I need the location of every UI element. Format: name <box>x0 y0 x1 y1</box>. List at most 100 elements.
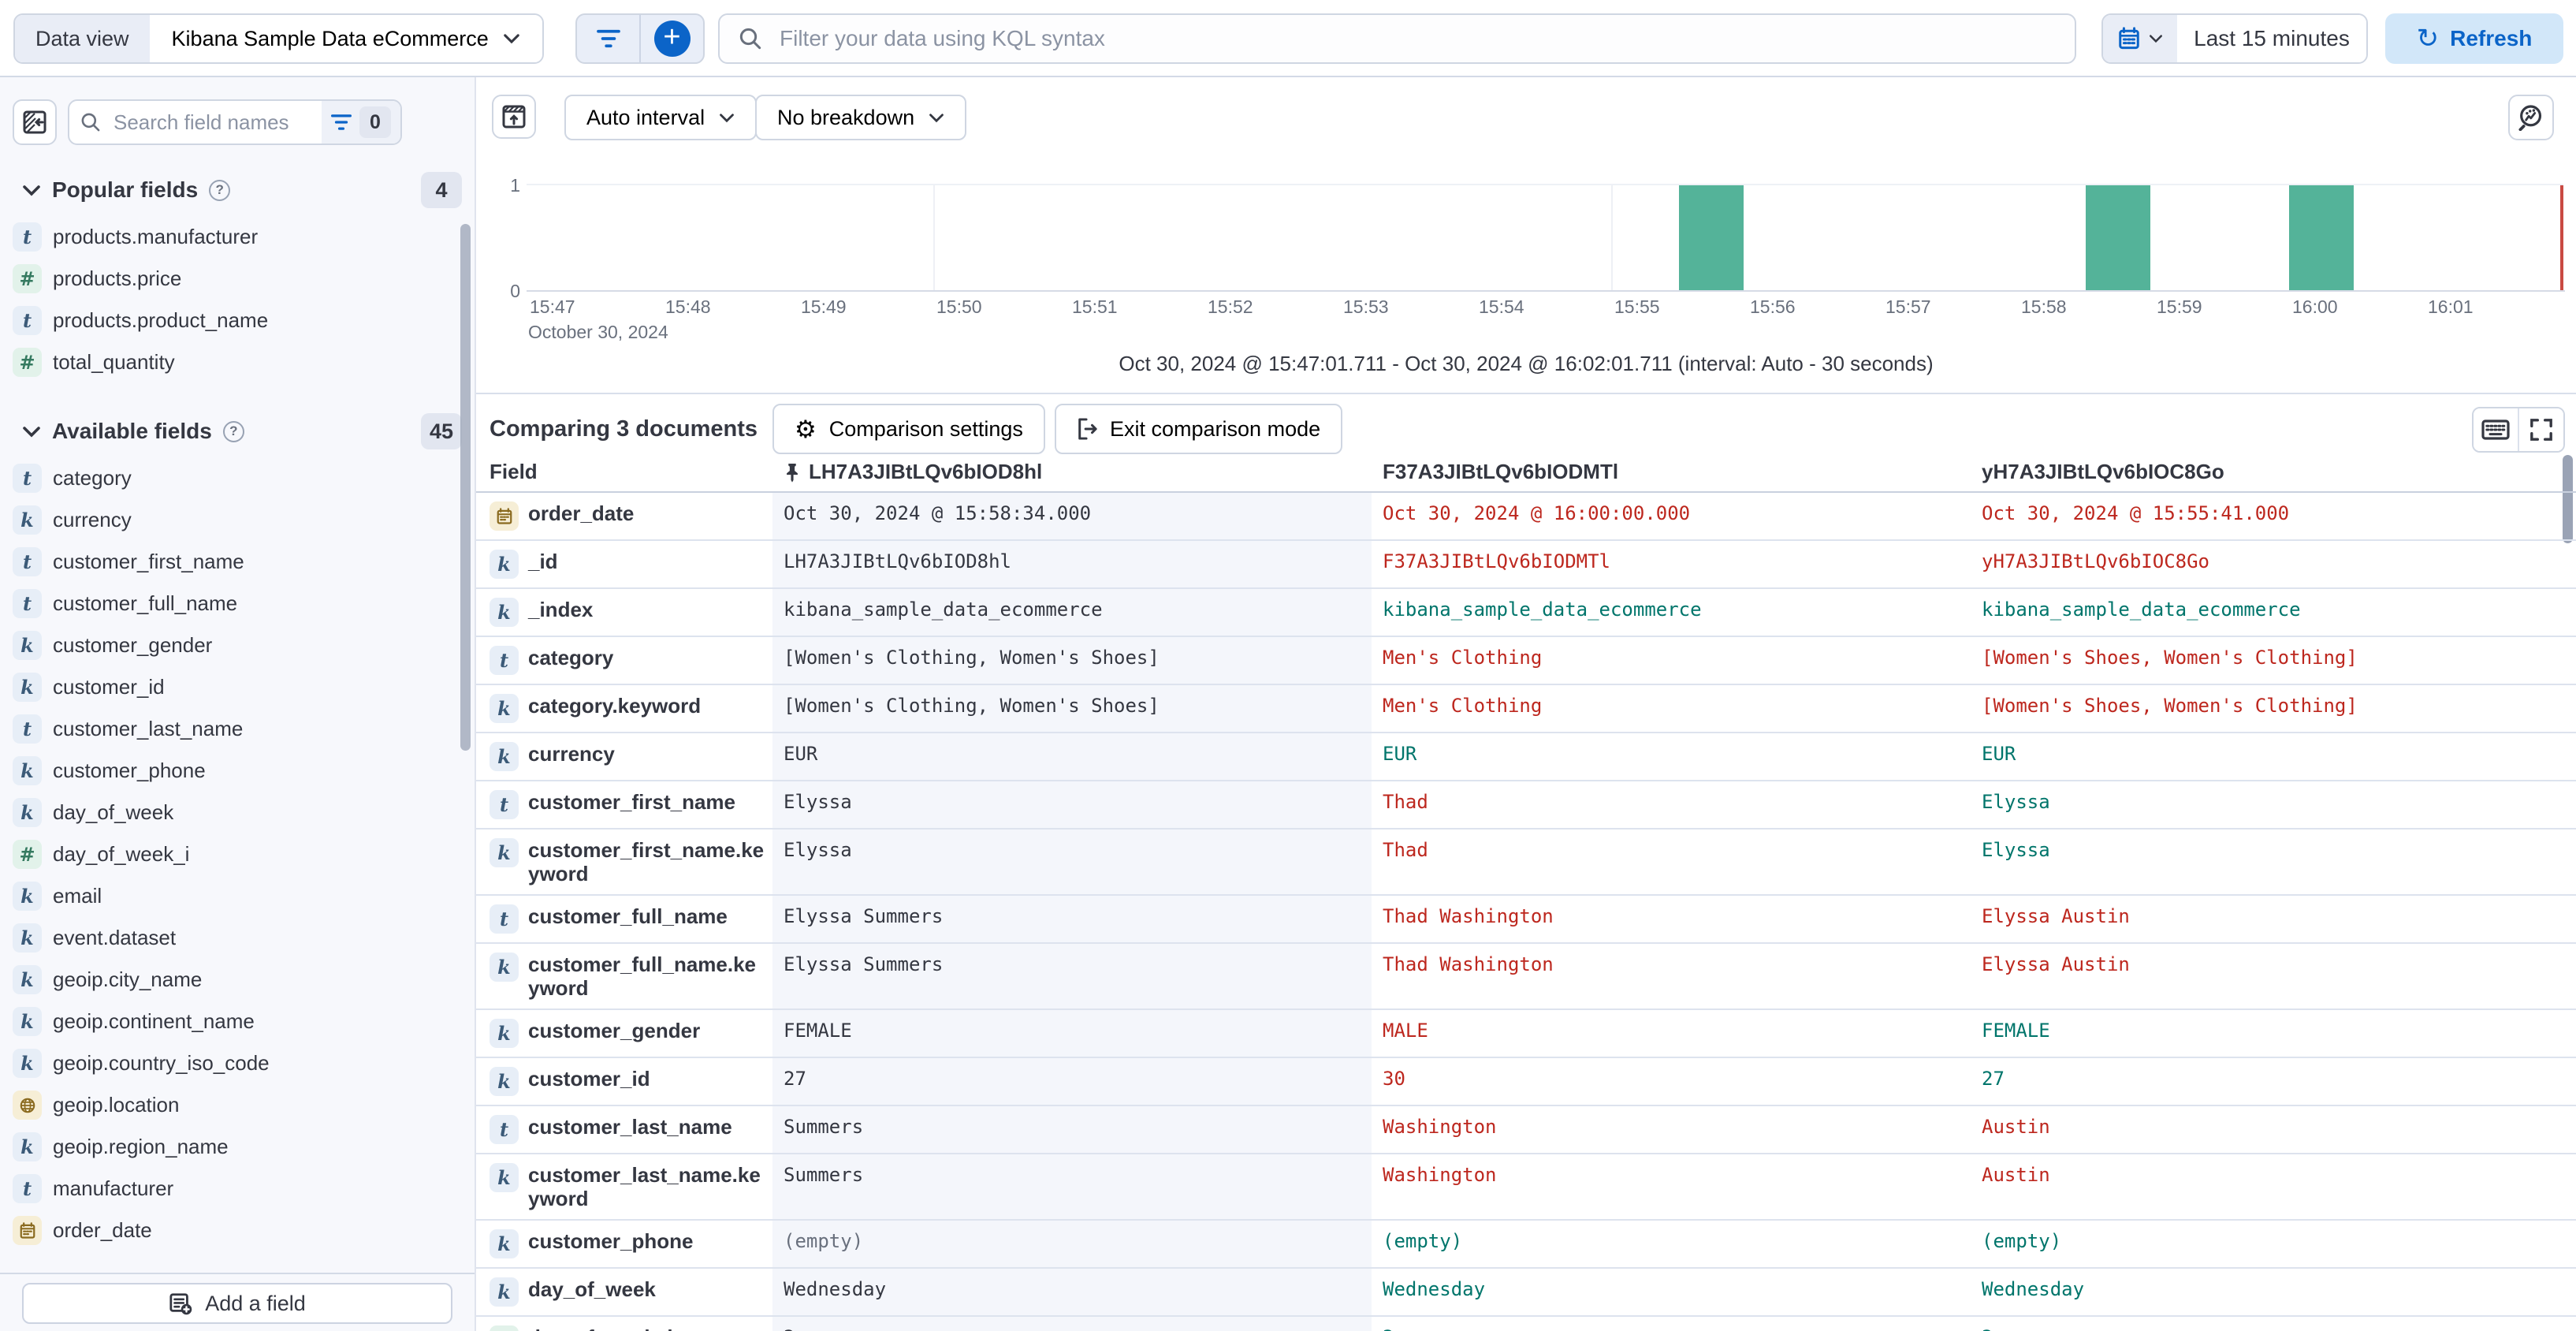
value-cell[interactable]: Summers <box>772 1154 1372 1195</box>
sidebar-field-item[interactable]: t customer_first_name <box>0 541 475 583</box>
sidebar-field-item[interactable]: t manufacturer <box>0 1168 475 1210</box>
sidebar-field-item[interactable]: t products.manufacturer <box>0 216 475 258</box>
value-cell[interactable]: Washington <box>1372 1106 1971 1147</box>
field-cell[interactable]: k customer_last_name.keyword <box>476 1154 772 1219</box>
value-cell[interactable]: kibana_sample_data_ecommerce <box>1971 589 2576 630</box>
sidebar-field-item[interactable]: k geoip.continent_name <box>0 1001 475 1042</box>
sidebar-field-item[interactable]: k event.dataset <box>0 917 475 959</box>
value-cell[interactable]: Elyssa Summers <box>772 896 1372 937</box>
value-cell[interactable]: kibana_sample_data_ecommerce <box>1372 589 1971 630</box>
sidebar-field-item[interactable]: k currency <box>0 499 475 541</box>
value-cell[interactable]: F37A3JIBtLQv6bIODMTl <box>1372 541 1971 582</box>
value-cell[interactable]: Elyssa Summers <box>772 944 1372 985</box>
value-cell[interactable]: Elyssa Austin <box>1971 896 2576 937</box>
value-cell[interactable]: [Women's Clothing, Women's Shoes] <box>772 637 1372 678</box>
sidebar-field-item[interactable]: k email <box>0 875 475 917</box>
sidebar-field-item[interactable]: # products.price <box>0 258 475 300</box>
value-cell[interactable]: 30 <box>1372 1058 1971 1099</box>
keyboard-shortcuts-button[interactable] <box>2474 408 2518 451</box>
comparison-settings-button[interactable]: ⚙ Comparison settings <box>772 404 1045 454</box>
data-view-picker[interactable]: Kibana Sample Data eCommerce <box>149 15 542 62</box>
doc-column-header[interactable]: F37A3JIBtLQv6bIODMTl <box>1372 460 1971 484</box>
kql-search-bar[interactable] <box>718 13 2076 64</box>
value-cell[interactable]: Wednesday <box>1971 1269 2576 1310</box>
value-cell[interactable]: [Women's Clothing, Women's Shoes] <box>772 685 1372 726</box>
edit-visualization-button[interactable] <box>2508 95 2554 140</box>
value-cell[interactable]: Summers <box>772 1106 1372 1147</box>
sidebar-scrollbar[interactable] <box>460 224 471 751</box>
sidebar-field-item[interactable]: # day_of_week_i <box>0 833 475 875</box>
value-cell[interactable]: Men's Clothing <box>1372 637 1971 678</box>
value-cell[interactable]: Austin <box>1971 1154 2576 1195</box>
value-cell[interactable]: 27 <box>1971 1058 2576 1099</box>
value-cell[interactable]: Austin <box>1971 1106 2576 1147</box>
value-cell[interactable]: Thad <box>1372 830 1971 871</box>
histogram-bar[interactable] <box>2086 185 2150 292</box>
value-cell[interactable]: Washington <box>1372 1154 1971 1195</box>
hide-chart-button[interactable] <box>492 95 536 139</box>
sidebar-field-item[interactable]: t category <box>0 457 475 499</box>
popular-fields-header[interactable]: Popular fields ? 4 <box>0 162 475 216</box>
value-cell[interactable]: FEMALE <box>1971 1010 2576 1051</box>
collapse-sidebar-button[interactable] <box>13 99 57 145</box>
field-cell[interactable]: k customer_full_name.keyword <box>476 944 772 1009</box>
filter-menu-button[interactable] <box>577 15 639 62</box>
value-cell[interactable]: Elyssa Austin <box>1971 944 2576 985</box>
value-cell[interactable]: [Women's Shoes, Women's Clothing] <box>1971 637 2576 678</box>
sidebar-field-item[interactable]: order_date <box>0 1210 475 1251</box>
value-cell[interactable]: Thad <box>1372 781 1971 822</box>
value-cell[interactable]: LH7A3JIBtLQv6bIOD8hl <box>772 541 1372 582</box>
value-cell[interactable]: yH7A3JIBtLQv6bIOC8Go <box>1971 541 2576 582</box>
field-cell[interactable]: k category.keyword <box>476 685 772 732</box>
value-cell[interactable]: [Women's Shoes, Women's Clothing] <box>1971 685 2576 726</box>
value-cell[interactable]: MALE <box>1372 1010 1971 1051</box>
histogram-plot[interactable] <box>527 184 2563 292</box>
value-cell[interactable]: Thad Washington <box>1372 944 1971 985</box>
field-cell[interactable]: k customer_phone <box>476 1221 772 1267</box>
value-cell[interactable]: Elyssa <box>1971 830 2576 871</box>
available-fields-header[interactable]: Available fields ? 45 <box>0 404 475 457</box>
value-cell[interactable]: Elyssa <box>1971 781 2576 822</box>
field-cell[interactable]: k currency <box>476 733 772 780</box>
date-picker-menu-button[interactable] <box>2103 15 2177 62</box>
value-cell[interactable]: (empty) <box>1971 1221 2576 1262</box>
value-cell[interactable]: Oct 30, 2024 @ 15:58:34.000 <box>772 493 1372 534</box>
value-cell[interactable]: Oct 30, 2024 @ 15:55:41.000 <box>1971 493 2576 534</box>
sidebar-field-item[interactable]: t customer_full_name <box>0 583 475 624</box>
table-scrollbar[interactable] <box>2563 455 2573 543</box>
value-cell[interactable]: kibana_sample_data_ecommerce <box>772 589 1372 630</box>
histogram-interval-select[interactable]: Auto interval <box>564 95 758 140</box>
field-cell[interactable]: order_date <box>476 493 772 539</box>
value-cell[interactable]: EUR <box>1971 733 2576 774</box>
value-cell[interactable]: 2 <box>1372 1317 1971 1331</box>
field-cell[interactable]: k customer_gender <box>476 1010 772 1057</box>
field-cell[interactable]: t category <box>476 637 772 684</box>
sidebar-field-item[interactable]: k geoip.region_name <box>0 1126 475 1168</box>
sidebar-field-item[interactable]: t customer_last_name <box>0 708 475 750</box>
sidebar-field-item[interactable]: k customer_id <box>0 666 475 708</box>
field-cell[interactable]: t customer_first_name <box>476 781 772 828</box>
plus-icon[interactable]: + <box>653 21 691 57</box>
sidebar-field-item[interactable]: k customer_gender <box>0 624 475 666</box>
breakdown-select[interactable]: No breakdown <box>755 95 967 140</box>
sidebar-field-item[interactable]: k geoip.city_name <box>0 959 475 1001</box>
refresh-button[interactable]: ↻ Refresh <box>2385 13 2563 64</box>
value-cell[interactable]: Wednesday <box>1372 1269 1971 1310</box>
field-cell[interactable]: k _id <box>476 541 772 587</box>
sidebar-field-item[interactable]: k geoip.country_iso_code <box>0 1042 475 1084</box>
value-cell[interactable]: FEMALE <box>772 1010 1372 1051</box>
sidebar-field-item[interactable]: geoip.location <box>0 1084 475 1126</box>
value-cell[interactable]: Elyssa <box>772 781 1372 822</box>
value-cell[interactable]: EUR <box>1372 733 1971 774</box>
value-cell[interactable]: (empty) <box>772 1221 1372 1262</box>
sidebar-field-item[interactable]: t products.product_name <box>0 300 475 341</box>
value-cell[interactable]: Oct 30, 2024 @ 16:00:00.000 <box>1372 493 1971 534</box>
value-cell[interactable]: Men's Clothing <box>1372 685 1971 726</box>
field-cell[interactable]: t customer_last_name <box>476 1106 772 1153</box>
field-cell[interactable]: k customer_id <box>476 1058 772 1105</box>
kql-query-input[interactable] <box>778 25 2056 52</box>
sidebar-field-item[interactable]: k day_of_week <box>0 792 475 833</box>
value-cell[interactable]: EUR <box>772 733 1372 774</box>
exit-comparison-button[interactable]: Exit comparison mode <box>1055 404 1343 454</box>
value-cell[interactable]: Elyssa <box>772 830 1372 871</box>
